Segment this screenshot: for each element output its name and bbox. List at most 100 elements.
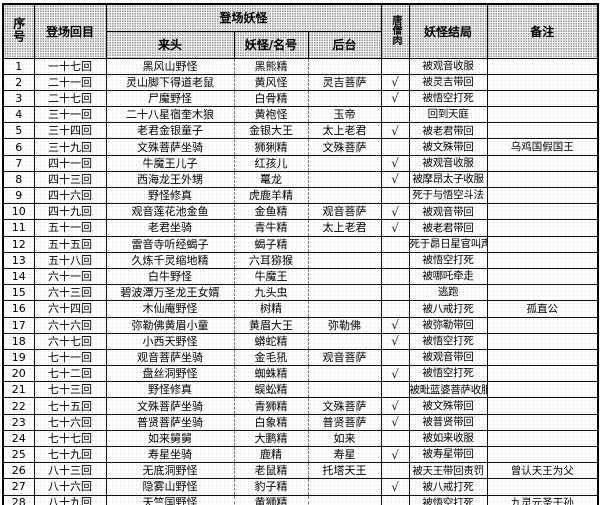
cell-backer (307, 381, 382, 399)
cell-outcome: 被摩昂太子收服 (408, 170, 488, 189)
cell-origin: 白牛野怪 (105, 267, 235, 286)
cell-remark (486, 332, 599, 350)
cell-chapter: 五十一回 (33, 219, 107, 237)
cell-serial-number: 11 (2, 219, 35, 237)
cell-origin: 野怪修真 (105, 186, 235, 205)
cell-serial-number: 24 (2, 429, 35, 448)
header-chapter: 登场回目 (33, 3, 107, 59)
cell-monster-name: 青牛精 (233, 219, 309, 237)
cell-backer (307, 332, 382, 350)
cell-chapter: 七十九回 (33, 445, 107, 464)
cell-backer: 灵吉菩萨 (307, 73, 382, 91)
cell-outcome: 被悟空打死 (408, 251, 488, 269)
cell-chapter: 六十四回 (33, 300, 107, 318)
cell-remark (486, 251, 599, 269)
cell-chapter: 一十七回 (33, 57, 107, 75)
cell-origin: 黑风山野怪 (105, 57, 235, 75)
cell-origin: 灵山脚下得道老鼠 (105, 73, 235, 91)
cell-tangseng-meat-check (380, 267, 410, 286)
header-outcome: 妖怪结局 (408, 3, 488, 59)
cell-remark (486, 445, 599, 464)
cell-backer: 太上老君 (307, 122, 382, 140)
table-row: 22 七十五回 文殊菩萨坐骑 青狮精 文殊菩萨 √ 被文殊带回 (2, 397, 599, 415)
cell-chapter: 六十一回 (33, 267, 107, 286)
cell-serial-number: 27 (2, 478, 35, 496)
cell-chapter: 七十七回 (33, 429, 107, 448)
cell-chapter: 四十三回 (33, 170, 107, 189)
cell-chapter: 四十一回 (33, 154, 107, 172)
cell-serial-number: 19 (2, 348, 35, 367)
cell-remark (486, 397, 599, 415)
cell-outcome: 被弥勒带回 (408, 316, 488, 334)
cell-origin: 久炼千灵缩地精 (105, 251, 235, 269)
cell-origin: 观音菩萨坐骑 (105, 348, 235, 367)
cell-outcome: 被老君带回 (408, 219, 488, 237)
cell-outcome: 逃跑 (408, 284, 488, 302)
table-row: 4 三十一回 二十八星宿奎木狼 黄袍怪 玉帝 回到天庭 (2, 106, 599, 124)
header-monster-group: 登场妖怪 (105, 3, 382, 32)
table-row: 24 七十七回 如来舅舅 大鹏精 如来 被如来收服 (2, 429, 599, 448)
table-row: 1 一十七回 黑风山野怪 黑熊精 被观音收服 (2, 57, 599, 75)
cell-origin: 尸魔野怪 (105, 89, 235, 108)
cell-serial-number: 18 (2, 332, 35, 350)
cell-remark (486, 413, 599, 431)
cell-serial-number: 3 (2, 89, 35, 108)
table-row: 6 三十九回 文殊菩萨坐骑 狮猁精 文殊菩萨 被文殊带回 乌鸡国假国王 (2, 138, 599, 156)
cell-outcome: 被悟空打死 (408, 332, 488, 350)
cell-origin: 木仙庵野怪 (105, 300, 235, 318)
cell-monster-name: 鹿精 (233, 445, 309, 464)
cell-chapter: 五十八回 (33, 251, 107, 269)
cell-chapter: 三十一回 (33, 106, 107, 124)
cell-backer: 如来 (307, 429, 382, 448)
cell-origin: 老君金银童子 (105, 122, 235, 140)
cell-origin: 弥勒佛黄眉小童 (105, 316, 235, 334)
cell-monster-name: 金鱼精 (233, 203, 309, 221)
cell-monster-name: 黄袍怪 (233, 106, 309, 124)
cell-origin: 观音莲花池金鱼 (105, 203, 235, 221)
cell-chapter: 六十七回 (33, 332, 107, 350)
cell-monster-name: 豹子精 (233, 478, 309, 496)
cell-remark (486, 106, 599, 124)
cell-origin: 文殊菩萨坐骑 (105, 397, 235, 415)
table-row: 21 七十三回 野怪修真 蜈蚣精 被毗蓝婆菩萨收服 (2, 381, 599, 399)
cell-remark: 九灵元圣干孙 (486, 494, 599, 505)
cell-chapter: 三十九回 (33, 138, 107, 156)
cell-serial-number: 22 (2, 397, 35, 415)
cell-outcome: 被悟空打死 (408, 89, 488, 108)
table-row: 25 七十九回 寿星坐骑 鹿精 寿星 √ 被寿星带回 (2, 445, 599, 464)
cell-outcome: 被八戒打死 (408, 300, 488, 318)
cell-chapter: 八十六回 (33, 478, 107, 496)
table-row: 28 八十九回 天竺国野怪 黄狮精 被悟空打死 九灵元圣干孙 (2, 494, 599, 505)
cell-chapter: 七十三回 (33, 381, 107, 399)
cell-remark (486, 267, 599, 286)
cell-tangseng-meat-check: √ (380, 203, 410, 221)
cell-outcome: 死于昴日星官叫声 (408, 235, 488, 253)
cell-remark (486, 89, 599, 108)
cell-origin: 文殊菩萨坐骑 (105, 138, 235, 156)
cell-remark: 乌鸡国假国王 (486, 138, 599, 156)
table-row: 19 七十一回 观音菩萨坐骑 金毛犼 观音菩萨 被观音带回 (2, 348, 599, 367)
table-row: 23 七十六回 普贤菩萨坐骑 白象精 普贤菩萨 √ 被普贤带回 (2, 413, 599, 431)
cell-backer (307, 300, 382, 318)
cell-monster-name: 树精 (233, 300, 309, 318)
cell-origin: 西海龙王外甥 (105, 170, 235, 189)
cell-serial-number: 8 (2, 170, 35, 189)
cell-chapter: 三十四回 (33, 122, 107, 140)
cell-tangseng-meat-check (380, 300, 410, 318)
cell-backer: 寿星 (307, 445, 382, 464)
cell-serial-number: 2 (2, 73, 35, 91)
cell-serial-number: 26 (2, 462, 35, 480)
cell-outcome: 被悟空打死 (408, 494, 488, 505)
cell-serial-number: 14 (2, 267, 35, 286)
cell-outcome: 被普贤带回 (408, 413, 488, 431)
cell-origin: 牛魔王儿子 (105, 154, 235, 172)
table-row: 16 六十四回 木仙庵野怪 树精 被八戒打死 孤直公 (2, 300, 599, 318)
cell-chapter: 二十七回 (33, 89, 107, 108)
cell-chapter: 八十三回 (33, 462, 107, 480)
cell-monster-name: 六耳猕猴 (233, 251, 309, 269)
cell-remark (486, 170, 599, 189)
cell-tangseng-meat-check: √ (380, 365, 410, 383)
cell-backer (307, 186, 382, 205)
table-row: 10 四十九回 观音莲花池金鱼 金鱼精 观音菩萨 √ 被观音带回 (2, 203, 599, 221)
